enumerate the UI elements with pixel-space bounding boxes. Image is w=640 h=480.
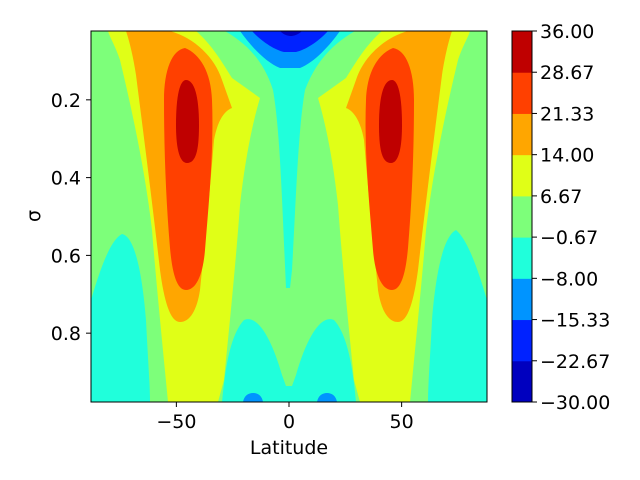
- colorbar-segment: [512, 237, 532, 279]
- colorbar-segment: [512, 319, 532, 362]
- x-tick-label: −50: [156, 411, 196, 433]
- colorbar-segment: [512, 31, 532, 73]
- contour-south-jet-core: [176, 80, 199, 163]
- y-tick-label: 0.6: [51, 245, 81, 267]
- contour-subtropical-south-easterly: [222, 319, 296, 402]
- colorbar-tick-label: −8.00: [540, 268, 598, 290]
- colorbar-segment: [512, 154, 532, 197]
- colorbar-tick-label: −30.00: [540, 392, 610, 414]
- x-axis: −50 0 50: [156, 402, 414, 433]
- colorbar-segment: [512, 72, 532, 114]
- y-tick-label: 0.2: [51, 90, 81, 112]
- colorbar-tick-label: −0.67: [540, 227, 598, 249]
- contour-surface-south-blue: [243, 393, 263, 402]
- contour-polar-south-easterly: [91, 234, 150, 402]
- x-tick-label: 50: [390, 411, 414, 433]
- x-axis-label: Latitude: [250, 437, 328, 459]
- colorbar-segment: [512, 360, 532, 403]
- north-jet-group: [318, 31, 470, 402]
- colorbar-tick-label: −15.33: [540, 310, 610, 332]
- colorbar-tick-label: 36.00: [540, 21, 594, 43]
- colorbar-tick-label: 21.33: [540, 103, 594, 125]
- contour-equatorial-column: [225, 31, 355, 288]
- colorbar-segment: [512, 278, 532, 321]
- contour-north-jet-red: [365, 48, 414, 290]
- y-axis: 0.2 0.4 0.6 0.8: [51, 90, 91, 345]
- colorbar-tick-label: 28.67: [540, 62, 594, 84]
- contour-south-jet-red: [164, 48, 213, 290]
- contour-plot: [91, 31, 487, 402]
- contour-surface-north-blue: [317, 393, 337, 402]
- contour-subtropical-north-easterly: [284, 319, 356, 402]
- colorbar-tick-label: −22.67: [540, 351, 610, 373]
- contour-equatorial-top-navy: [280, 31, 302, 36]
- contour-north-jet-core: [379, 80, 402, 163]
- contour-polar-north-easterly: [428, 230, 487, 402]
- colorbar-tick-label: 14.00: [540, 145, 594, 167]
- y-tick-label: 0.4: [51, 168, 81, 190]
- y-axis-label: σ: [23, 210, 45, 222]
- colorbar-segment: [512, 113, 532, 156]
- contour-equatorial-top-darkblue: [252, 31, 328, 52]
- colorbar-segment: [512, 195, 532, 238]
- colorbar: −30.00 −22.67 −15.33 −8.00 −0.67 6.67 14.00 21.…: [511, 21, 610, 414]
- colorbar-tick-label: 6.67: [540, 186, 582, 208]
- x-tick-label: 0: [283, 411, 295, 433]
- y-tick-label: 0.8: [51, 323, 81, 345]
- colorbar-frame: [511, 30, 533, 403]
